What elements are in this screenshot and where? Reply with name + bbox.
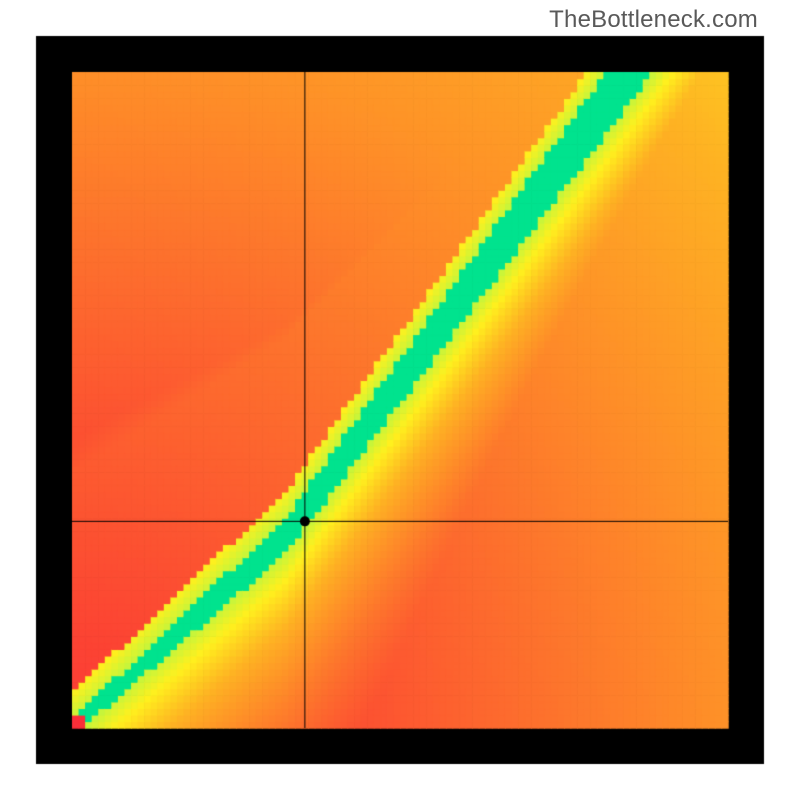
bottleneck-heatmap	[0, 0, 800, 800]
watermark-text: TheBottleneck.com	[549, 6, 758, 34]
